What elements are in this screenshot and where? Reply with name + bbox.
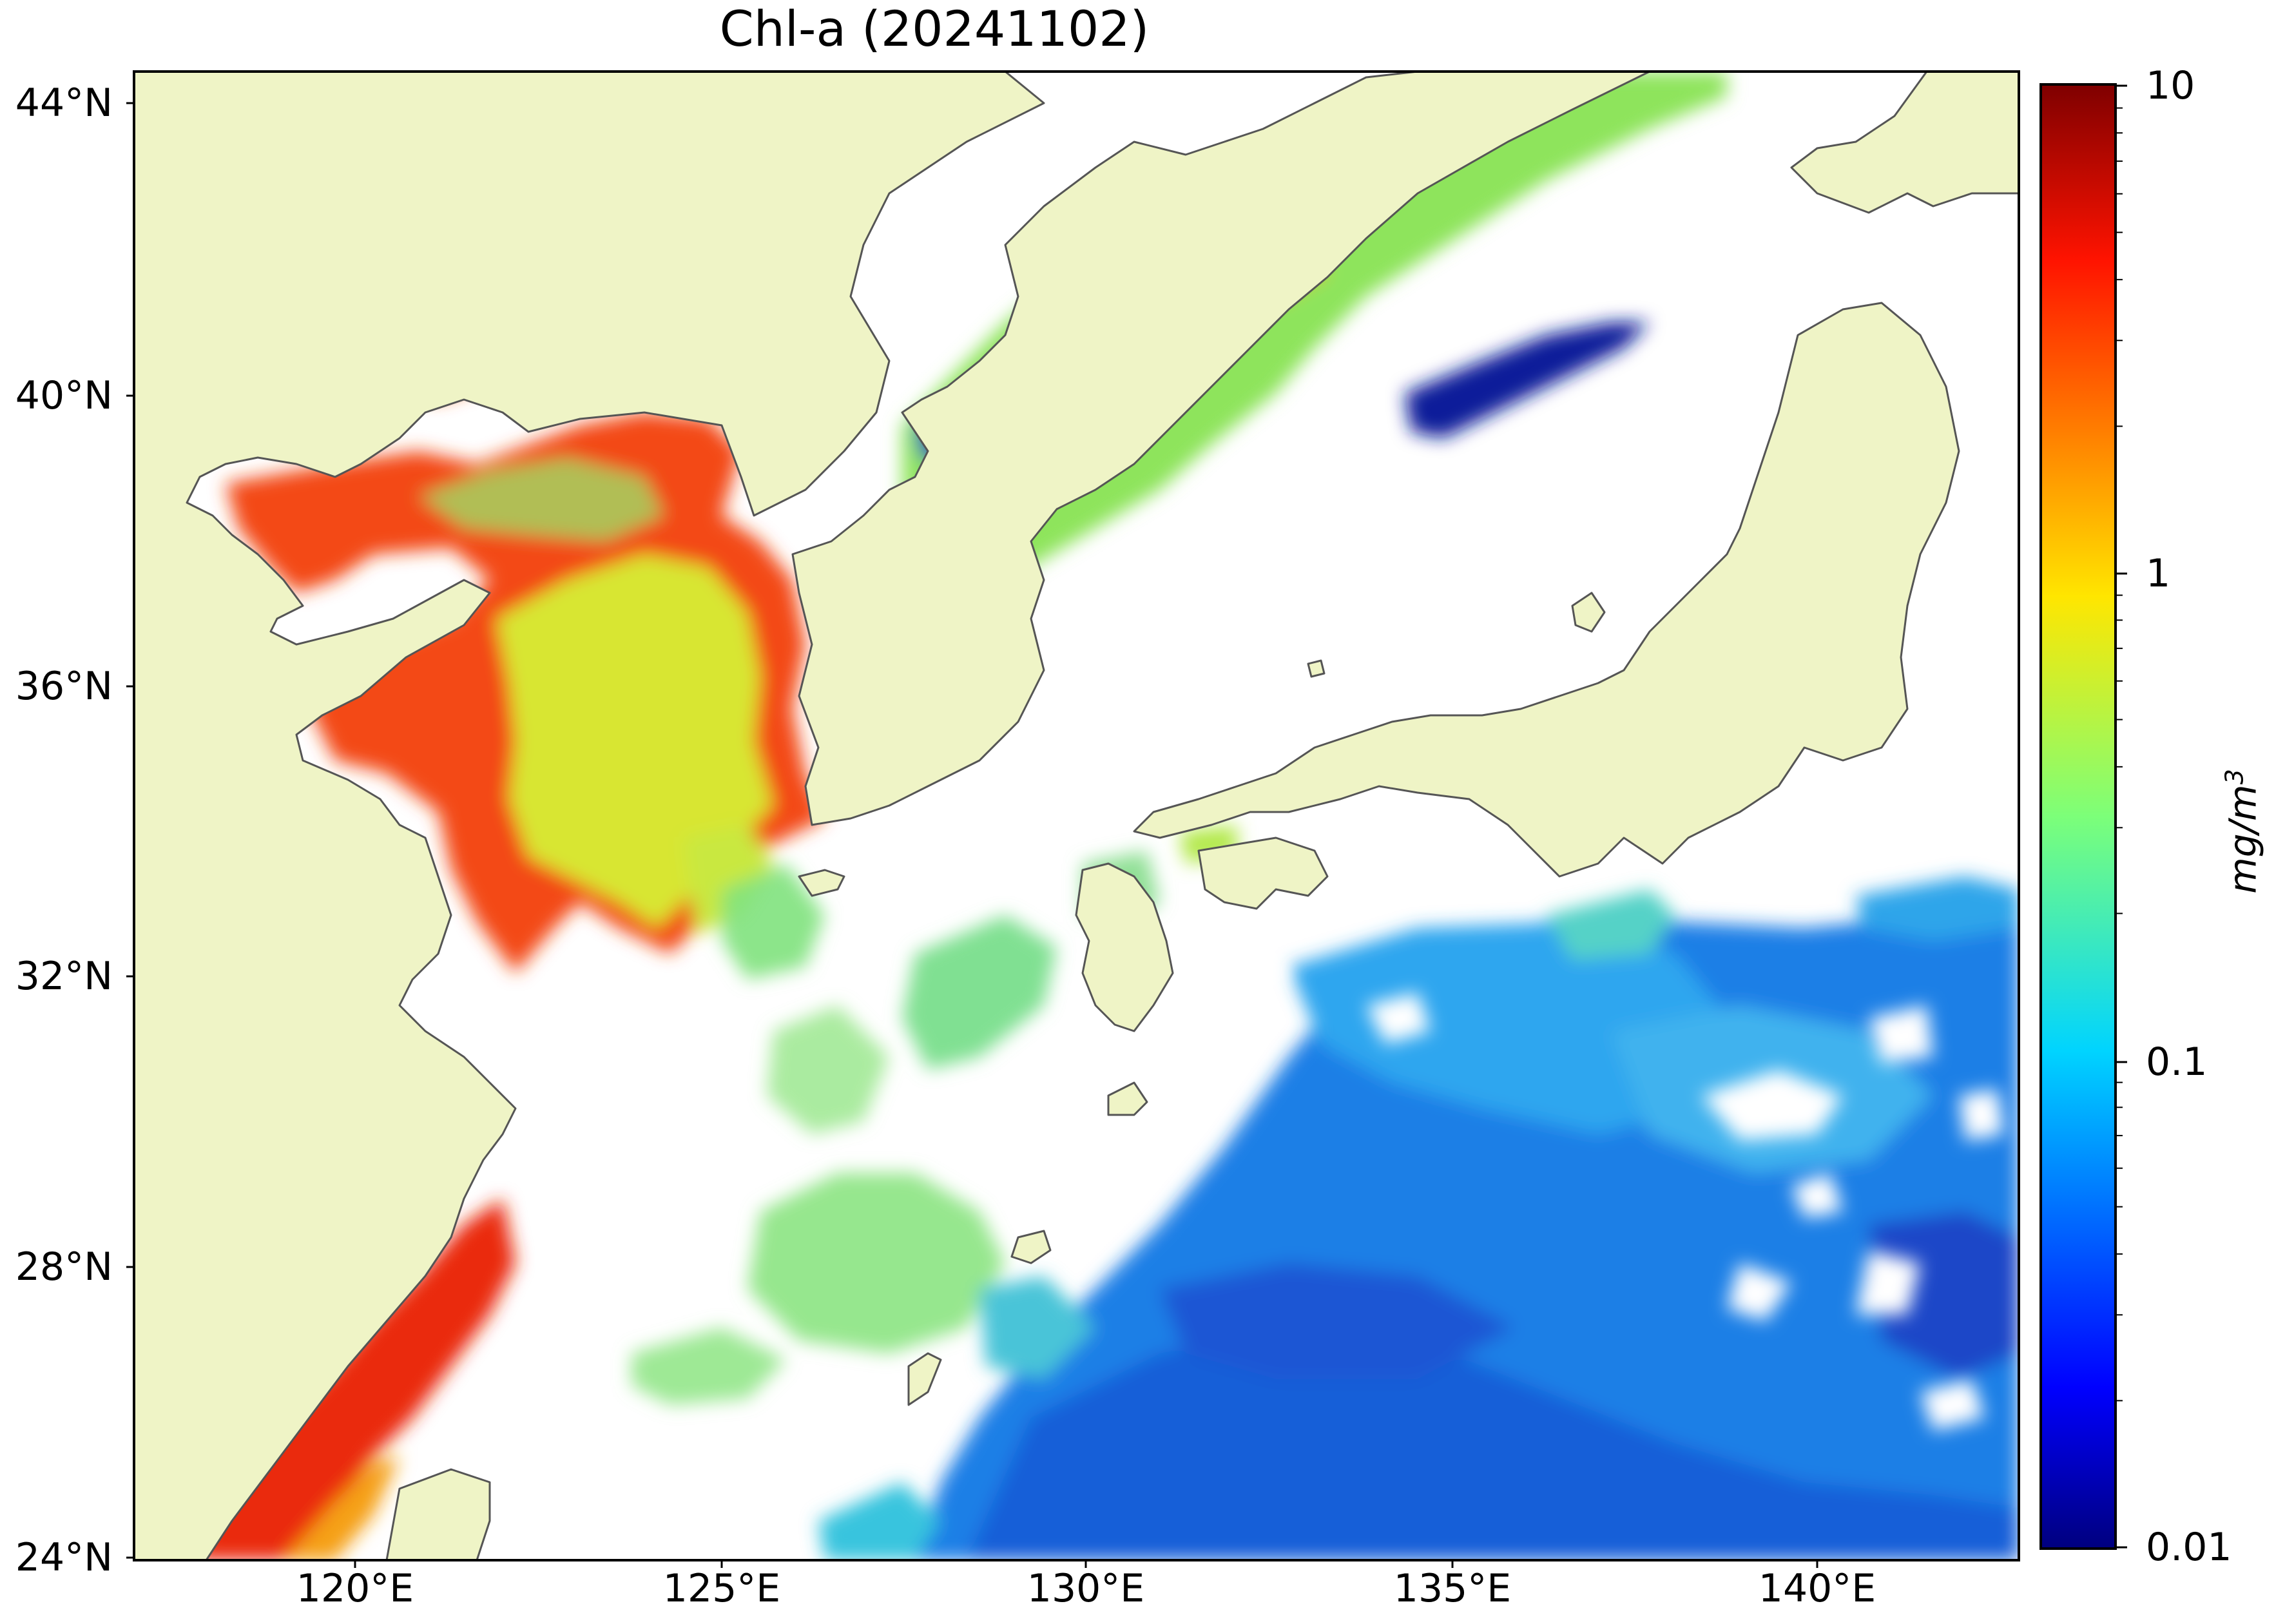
xtick-125e: 125°E xyxy=(662,1566,781,1611)
xtick-120e: 120°E xyxy=(296,1566,414,1611)
ytick-32n: 32°N xyxy=(15,954,113,999)
map-y-ticks xyxy=(126,102,134,1559)
xtick-130e: 130°E xyxy=(1027,1566,1145,1611)
map-frame xyxy=(133,70,2020,1561)
colorbar-tick-1: 1 xyxy=(2146,551,2171,596)
ytick-44n: 44°N xyxy=(15,81,113,126)
map-title: Chl-a (20241102) xyxy=(719,0,1150,57)
xtick-135e: 135°E xyxy=(1393,1566,1512,1611)
colorbar-major-ticks xyxy=(2116,84,2127,1549)
ytick-24n: 24°N xyxy=(15,1535,113,1580)
colorbar-tick-10: 10 xyxy=(2146,63,2195,108)
colorbar-minor-ticks xyxy=(2116,107,2123,1402)
map-x-ticks xyxy=(354,1560,1818,1568)
land xyxy=(134,72,2019,1560)
colorbar-unit-exponent: 3 xyxy=(2220,769,2249,785)
colorbar-tick-0-1: 0.1 xyxy=(2146,1039,2208,1085)
colorbar-frame xyxy=(2039,83,2117,1550)
cloud-gaps xyxy=(1005,928,2004,1431)
colorbar-tick-0-01: 0.01 xyxy=(2146,1525,2232,1570)
ytick-40n: 40°N xyxy=(15,373,113,418)
colorbar-unit-base: mg/m xyxy=(2221,784,2265,894)
ytick-36n: 36°N xyxy=(15,664,113,709)
colorbar-gradient xyxy=(2041,84,2116,1549)
colorbar-unit-label: mg/m3 xyxy=(2220,769,2264,894)
ytick-28n: 28°N xyxy=(15,1244,113,1290)
xtick-140e: 140°E xyxy=(1758,1566,1876,1611)
